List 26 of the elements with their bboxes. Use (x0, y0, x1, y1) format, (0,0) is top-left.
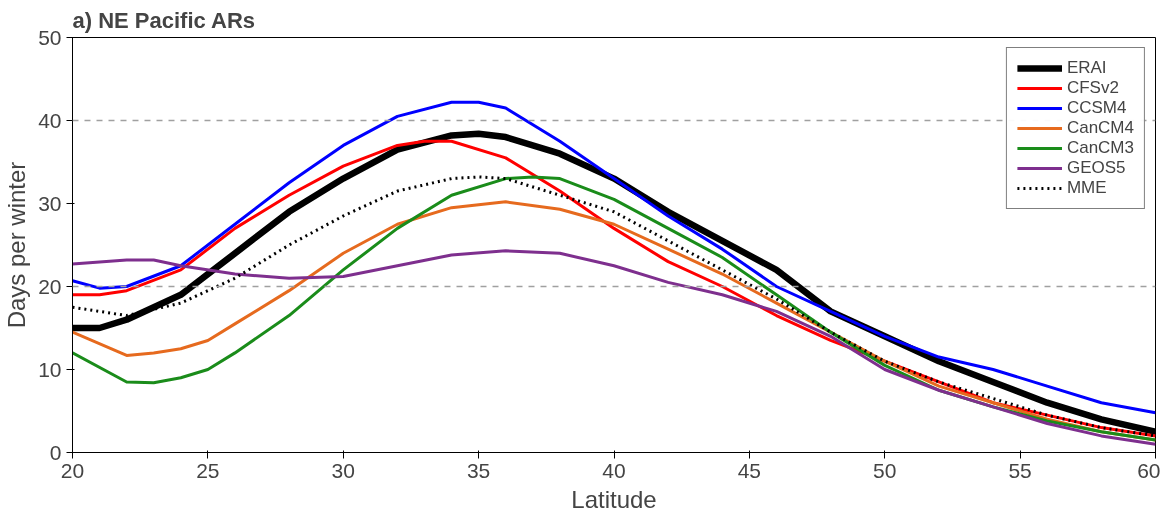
y-tick-label: 40 (38, 108, 62, 132)
x-tick-label: 55 (1008, 458, 1032, 482)
x-tick-label: 50 (873, 458, 897, 482)
x-tick-label: 40 (602, 458, 626, 482)
legend-label: ERAI (1066, 58, 1107, 78)
y-tick-label: 30 (38, 191, 62, 215)
x-tick-label: 30 (331, 458, 355, 482)
x-tick-label: 35 (466, 458, 491, 482)
legend-label: GEOS5 (1066, 158, 1126, 178)
line-series (72, 249, 1156, 446)
x-tick-label: 45 (737, 458, 762, 482)
y-tick-label: 20 (38, 274, 62, 298)
x-axis-title: Latitude (571, 485, 657, 513)
y-tick-label: 0 (49, 440, 62, 464)
x-tick-label: 25 (196, 458, 220, 482)
y-axis-title: Days per winter (3, 161, 31, 329)
x-tick-label: 60 (1137, 458, 1161, 482)
legend-label: CanCM3 (1066, 138, 1134, 158)
chart-title: a) NE Pacific ARs (72, 7, 256, 33)
y-tick-label: 10 (38, 357, 62, 381)
legend-label: CFSv2 (1066, 78, 1119, 98)
legend-label: CCSM4 (1066, 98, 1127, 118)
legend-label: MME (1066, 178, 1107, 198)
x-tick-label: 20 (60, 458, 85, 482)
y-tick-label: 50 (38, 25, 62, 49)
legend-label: CanCM4 (1066, 118, 1134, 138)
